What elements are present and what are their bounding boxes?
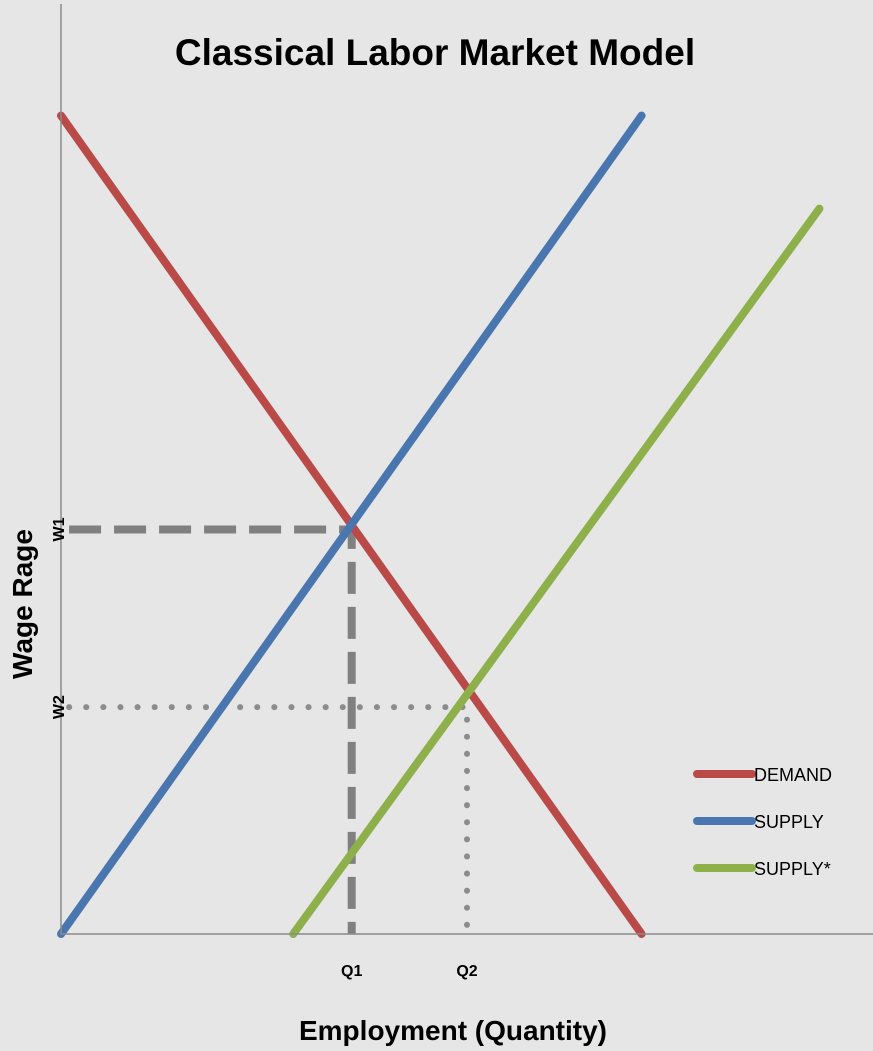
x-axis-title: Employment (Quantity) <box>299 1015 607 1046</box>
tick-labels: Q1 Q2 W1 W2 <box>51 517 478 980</box>
legend-label-supply: SUPPLY* <box>754 859 831 879</box>
chart-title: Classical Labor Market Model <box>175 32 695 73</box>
series-lines <box>57 111 824 938</box>
series-line-supply <box>57 111 646 938</box>
legend-label-demand: DEMAND <box>754 765 832 785</box>
x-tick-label-q1: Q1 <box>341 963 362 980</box>
series-line-supply <box>289 204 824 938</box>
legend: DEMAND SUPPLY SUPPLY* <box>693 765 832 879</box>
reference-line-dotted <box>66 704 470 937</box>
y-tick-label-w1: W1 <box>51 517 68 541</box>
x-tick-label-q2: Q2 <box>456 963 477 980</box>
y-tick-label-w2: W2 <box>51 695 68 719</box>
legend-label-supply: SUPPLY <box>754 812 824 832</box>
y-axis-title: Wage Rage <box>7 529 38 679</box>
